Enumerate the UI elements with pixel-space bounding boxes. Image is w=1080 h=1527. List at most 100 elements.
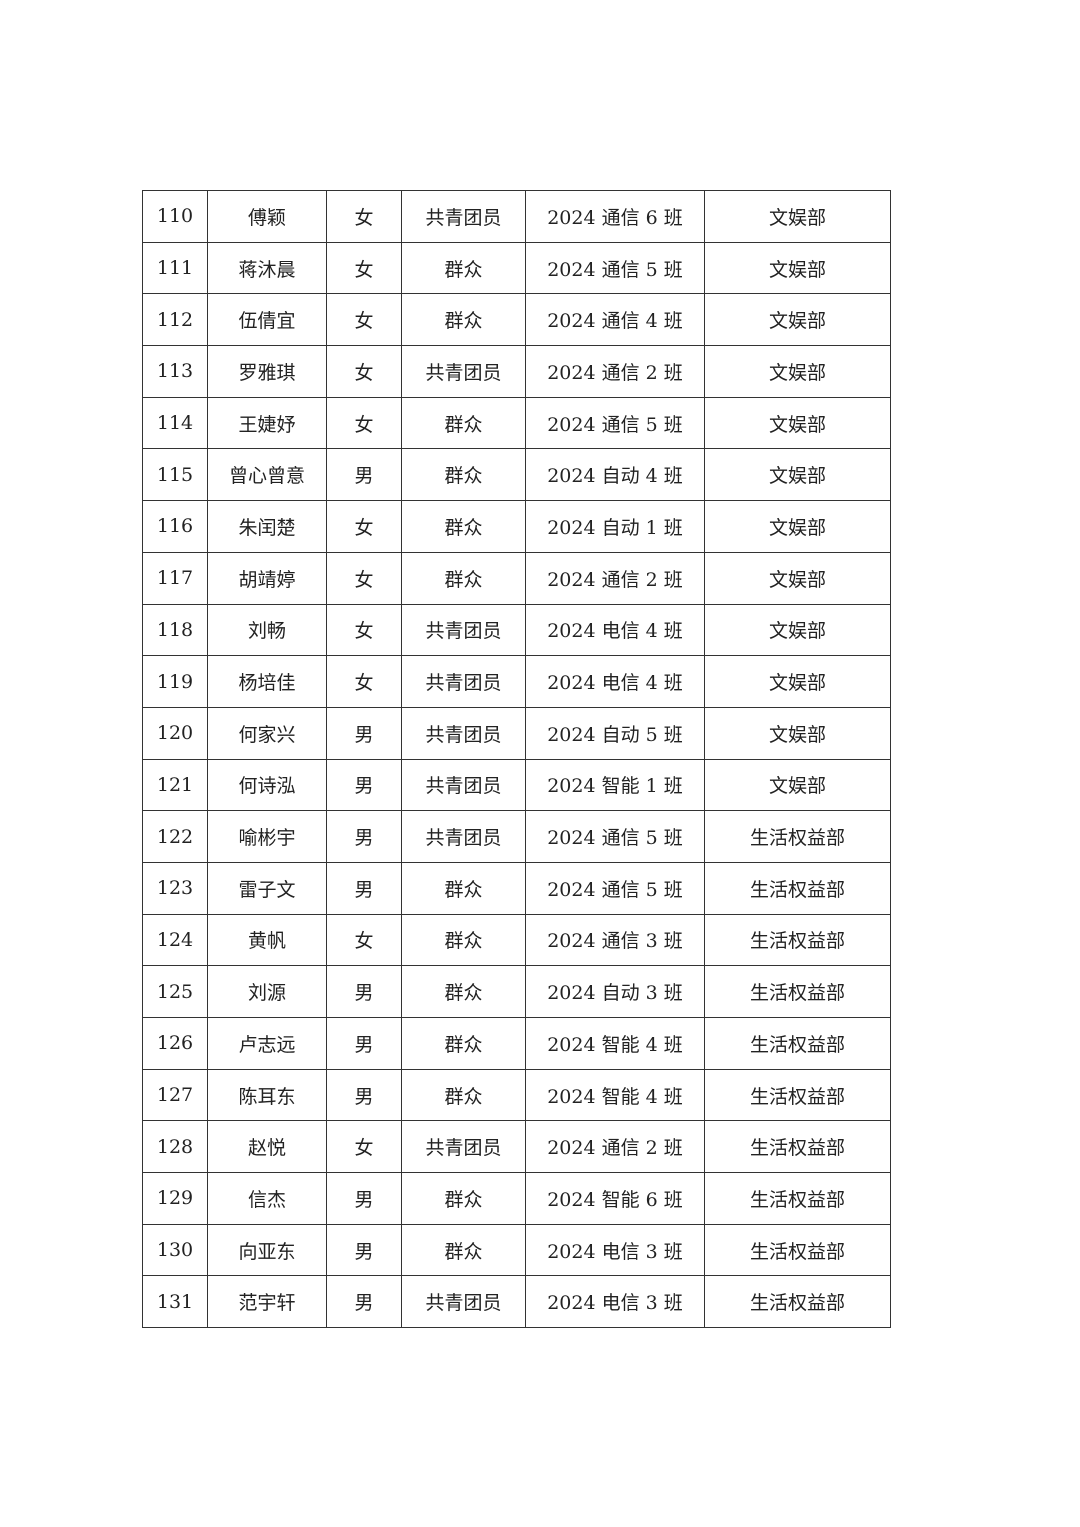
cell-political-status: 共青团员: [401, 706, 526, 760]
cell-name: 喻彬宇: [207, 810, 327, 863]
cell-name: 罗雅琪: [207, 345, 327, 398]
cell-political-status: 共青团员: [401, 1120, 526, 1174]
cell-number: 111: [142, 241, 208, 295]
cell-name: 何诗泓: [207, 758, 327, 812]
cell-number: 127: [142, 1068, 208, 1122]
cell-political-status: 群众: [401, 1068, 526, 1122]
cell-name: 王婕妤: [207, 396, 327, 450]
cell-class: 2024 通信 5 班: [525, 861, 705, 915]
table-row: 126 卢志远男群众 2024 智能 4 班生活权益部: [142, 1017, 891, 1070]
cell-name: 胡靖婷: [207, 551, 327, 605]
table-row: 127 陈耳东男群众 2024 智能 4 班生活权益部: [142, 1068, 891, 1122]
cell-department: 生活权益部: [704, 1172, 891, 1225]
cell-number: 121: [142, 758, 208, 812]
cell-name: 雷子文: [207, 861, 327, 915]
cell-gender: 女: [326, 190, 402, 243]
cell-class: 2024 通信 6 班: [525, 190, 705, 243]
cell-name: 向亚东: [207, 1223, 327, 1277]
cell-name: 黄帆: [207, 913, 327, 967]
table-row: 111 蒋沐晨女群众 2024 通信 5 班文娱部: [142, 241, 891, 295]
cell-number: 126: [142, 1017, 208, 1070]
cell-political-status: 共青团员: [401, 345, 526, 398]
cell-department: 文娱部: [704, 293, 891, 347]
cell-name: 杨培佳: [207, 655, 327, 708]
cell-gender: 女: [326, 500, 402, 553]
cell-class: 2024 电信 3 班: [525, 1223, 705, 1277]
cell-political-status: 群众: [401, 551, 526, 605]
table-row: 129 信杰男群众 2024 智能 6 班生活权益部: [142, 1172, 891, 1225]
cell-department: 文娱部: [704, 655, 891, 708]
cell-department: 生活权益部: [704, 913, 891, 967]
cell-name: 傅颖: [207, 190, 327, 243]
cell-gender: 女: [326, 603, 402, 657]
table-row: 116 朱闰楚女群众 2024 自动 1 班文娱部: [142, 500, 891, 553]
cell-political-status: 群众: [401, 913, 526, 967]
cell-class: 2024 自动 4 班: [525, 448, 705, 502]
table-row: 114 王婕妤女群众 2024 通信 5 班文娱部: [142, 396, 891, 450]
cell-department: 生活权益部: [704, 965, 891, 1018]
table-row: 131 范宇轩男共青团员 2024 电信 3 班生活权益部: [142, 1275, 891, 1329]
cell-political-status: 群众: [401, 293, 526, 347]
cell-class: 2024 自动 1 班: [525, 500, 705, 553]
cell-gender: 男: [326, 758, 402, 812]
cell-number: 123: [142, 861, 208, 915]
cell-department: 文娱部: [704, 758, 891, 812]
cell-department: 生活权益部: [704, 1017, 891, 1070]
table-row: 125 刘源男群众 2024 自动 3 班生活权益部: [142, 965, 891, 1018]
cell-class: 2024 通信 3 班: [525, 913, 705, 967]
cell-department: 文娱部: [704, 190, 891, 243]
cell-class: 2024 智能 6 班: [525, 1172, 705, 1225]
cell-class: 2024 通信 5 班: [525, 810, 705, 863]
cell-name: 卢志远: [207, 1017, 327, 1070]
cell-number: 130: [142, 1223, 208, 1277]
table-row: 118 刘畅女共青团员 2024 电信 4 班文娱部: [142, 603, 891, 657]
cell-political-status: 共青团员: [401, 810, 526, 863]
table-row: 122 喻彬宇男共青团员 2024 通信 5 班生活权益部: [142, 810, 891, 863]
cell-gender: 男: [326, 810, 402, 863]
cell-political-status: 群众: [401, 1172, 526, 1225]
cell-number: 131: [142, 1275, 208, 1329]
cell-gender: 女: [326, 241, 402, 295]
table-row: 110 傅颖女共青团员 2024 通信 6 班文娱部: [142, 190, 891, 243]
table-row: 128 赵悦女共青团员 2024 通信 2 班生活权益部: [142, 1120, 891, 1174]
table-row: 124 黄帆女群众 2024 通信 3 班生活权益部: [142, 913, 891, 967]
cell-political-status: 群众: [401, 241, 526, 295]
cell-political-status: 共青团员: [401, 655, 526, 708]
cell-gender: 女: [326, 551, 402, 605]
cell-department: 文娱部: [704, 241, 891, 295]
table-row: 123 雷子文男群众 2024 通信 5 班生活权益部: [142, 861, 891, 915]
cell-number: 128: [142, 1120, 208, 1174]
cell-class: 2024 自动 5 班: [525, 706, 705, 760]
table-row: 115 曾心曾意男群众 2024 自动 4 班文娱部: [142, 448, 891, 502]
cell-number: 125: [142, 965, 208, 1018]
cell-political-status: 共青团员: [401, 758, 526, 812]
cell-department: 文娱部: [704, 551, 891, 605]
cell-political-status: 群众: [401, 1017, 526, 1070]
cell-number: 110: [142, 190, 208, 243]
cell-department: 文娱部: [704, 603, 891, 657]
cell-gender: 男: [326, 1275, 402, 1329]
cell-gender: 女: [326, 1120, 402, 1174]
cell-number: 115: [142, 448, 208, 502]
cell-gender: 女: [326, 913, 402, 967]
cell-name: 信杰: [207, 1172, 327, 1225]
cell-number: 119: [142, 655, 208, 708]
cell-name: 陈耳东: [207, 1068, 327, 1122]
cell-political-status: 群众: [401, 861, 526, 915]
cell-gender: 男: [326, 965, 402, 1018]
cell-class: 2024 通信 2 班: [525, 345, 705, 398]
cell-number: 117: [142, 551, 208, 605]
cell-name: 朱闰楚: [207, 500, 327, 553]
cell-class: 2024 智能 4 班: [525, 1017, 705, 1070]
cell-department: 文娱部: [704, 345, 891, 398]
cell-number: 129: [142, 1172, 208, 1225]
cell-number: 124: [142, 913, 208, 967]
cell-gender: 男: [326, 706, 402, 760]
cell-class: 2024 智能 1 班: [525, 758, 705, 812]
cell-department: 生活权益部: [704, 1120, 891, 1174]
cell-department: 生活权益部: [704, 861, 891, 915]
cell-class: 2024 通信 4 班: [525, 293, 705, 347]
table-row: 121 何诗泓男共青团员 2024 智能 1 班文娱部: [142, 758, 891, 812]
table-row: 117 胡靖婷女群众 2024 通信 2 班文娱部: [142, 551, 891, 605]
cell-name: 刘畅: [207, 603, 327, 657]
